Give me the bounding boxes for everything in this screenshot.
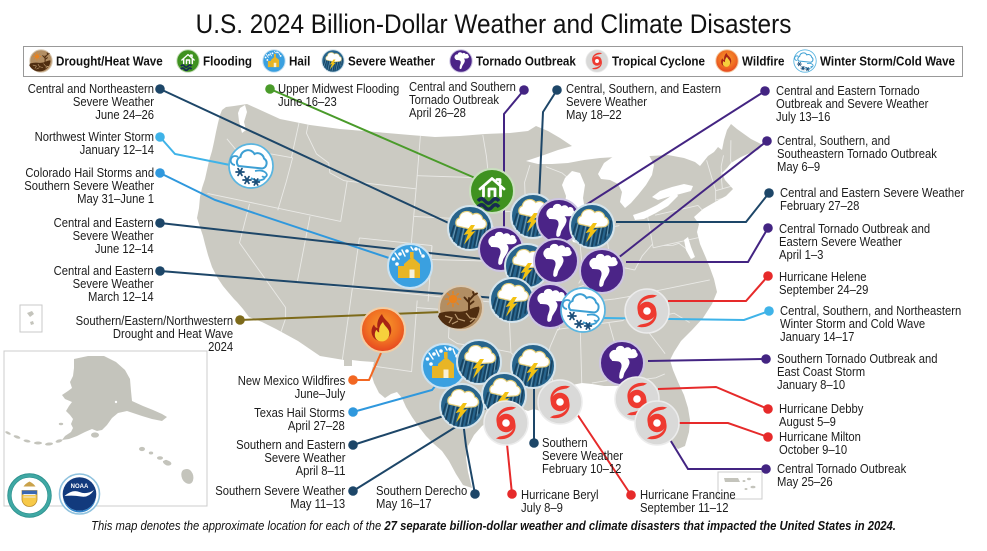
svg-text:Drought/Heat Wave: Drought/Heat Wave bbox=[56, 54, 163, 68]
svg-text:Severe Weather: Severe Weather bbox=[348, 54, 435, 68]
svg-text:Tropical Cyclone: Tropical Cyclone bbox=[612, 54, 705, 68]
svg-text:Flooding: Flooding bbox=[203, 54, 252, 68]
svg-text:Tornado Outbreak: Tornado Outbreak bbox=[476, 54, 576, 68]
svg-text:Hail: Hail bbox=[289, 54, 310, 68]
svg-text:Winter Storm/Cold Wave: Winter Storm/Cold Wave bbox=[820, 54, 955, 68]
svg-text:Wildfire: Wildfire bbox=[742, 54, 785, 68]
